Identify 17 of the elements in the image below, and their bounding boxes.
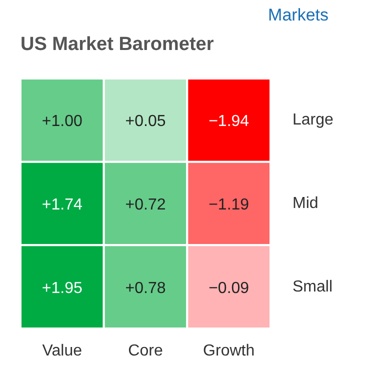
y-tick-label: Mid — [292, 195, 318, 212]
y-tick-label: Small — [292, 278, 333, 296]
x-tick-label: Value — [42, 342, 82, 360]
data-label: −0.09 — [208, 280, 250, 297]
x-tick-label: Growth — [203, 342, 255, 360]
data-label: −1.19 — [208, 196, 250, 214]
data-label: +1.95 — [42, 280, 83, 297]
data-label: +1.74 — [42, 196, 83, 214]
y-tick-label: Large — [292, 112, 334, 129]
data-label: +0.72 — [125, 196, 166, 214]
data-label: −1.94 — [208, 113, 250, 130]
data-label: +0.05 — [125, 113, 166, 130]
text: Markets — [268, 6, 329, 24]
x-tick-label: Core — [128, 342, 163, 360]
data-label: +1.00 — [42, 113, 83, 130]
data-label: +0.78 — [125, 280, 166, 297]
chart-title: US Market Barometer — [20, 34, 214, 55]
